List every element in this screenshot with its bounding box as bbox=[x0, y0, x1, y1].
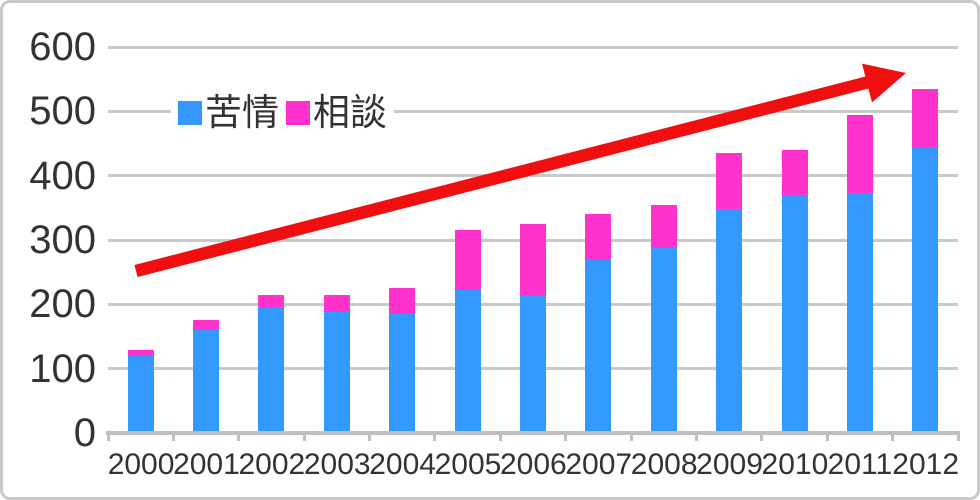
bar-2009-consultations bbox=[716, 153, 743, 209]
bar-2005-consultations bbox=[454, 230, 481, 290]
y-tick-label-200: 200 bbox=[29, 282, 96, 327]
bar-2010-complaints bbox=[781, 195, 808, 433]
y-tick-label-500: 500 bbox=[29, 89, 96, 134]
x-tick-label-2006: 2006 bbox=[500, 448, 567, 481]
bar-2003-complaints bbox=[323, 312, 350, 433]
x-axis-tick bbox=[302, 433, 306, 441]
legend: 苦情 相談 bbox=[171, 92, 394, 134]
x-axis-tick bbox=[498, 433, 502, 441]
x-tick-label-2009: 2009 bbox=[696, 448, 763, 481]
bar-2001-complaints bbox=[193, 330, 220, 433]
gridline-600 bbox=[108, 45, 958, 49]
bar-2000-consultations bbox=[127, 350, 154, 356]
bar-2010-consultations bbox=[781, 150, 808, 195]
y-tick-label-0: 0 bbox=[73, 411, 96, 455]
x-axis-tick bbox=[171, 433, 175, 441]
x-tick-label-2003: 2003 bbox=[303, 448, 371, 481]
legend-label-consultations: 相談 bbox=[313, 92, 387, 133]
bar-2012-complaints bbox=[912, 148, 939, 433]
y-tick-label-400: 400 bbox=[29, 153, 96, 198]
x-tick-label-2007: 2007 bbox=[565, 448, 633, 481]
bar-2001-consultations bbox=[193, 320, 220, 330]
bar-2011-consultations bbox=[846, 115, 873, 193]
x-tick-label-2004: 2004 bbox=[369, 448, 436, 481]
x-axis-tick bbox=[564, 433, 568, 441]
x-axis-tick bbox=[368, 433, 372, 441]
x-axis-tick bbox=[629, 433, 633, 441]
bar-2011-complaints bbox=[846, 193, 873, 433]
x-axis-tick bbox=[825, 433, 829, 441]
legend-label-complaints: 苦情 bbox=[205, 92, 279, 133]
x-tick-label-2002: 2002 bbox=[238, 448, 306, 481]
bar-2005-complaints bbox=[454, 290, 481, 433]
bar-2006-consultations bbox=[520, 224, 546, 295]
x-axis-tick bbox=[956, 433, 960, 441]
gridline-400 bbox=[108, 174, 958, 178]
x-tick-label-2011: 2011 bbox=[827, 448, 893, 481]
bar-2012-consultations bbox=[912, 89, 939, 148]
x-tick-label-2005: 2005 bbox=[434, 448, 502, 481]
bar-2008-complaints bbox=[650, 248, 677, 433]
bar-2008-consultations bbox=[650, 205, 677, 248]
bar-2002-complaints bbox=[258, 307, 285, 433]
x-axis-tick bbox=[760, 433, 764, 441]
x-tick-label-2008: 2008 bbox=[630, 448, 698, 481]
x-tick-label-2000: 2000 bbox=[107, 448, 175, 481]
x-axis-tick bbox=[891, 433, 895, 441]
x-axis-tick bbox=[694, 433, 698, 441]
bar-2002-consultations bbox=[258, 295, 285, 307]
y-tick-label-600: 600 bbox=[29, 25, 96, 69]
x-axis-tick bbox=[106, 433, 110, 441]
y-tick-label-300: 300 bbox=[29, 218, 96, 262]
trend-arrow-head bbox=[862, 63, 906, 103]
x-axis-line bbox=[106, 431, 960, 435]
bar-2006-complaints bbox=[520, 295, 546, 433]
y-tick-label-100: 100 bbox=[29, 346, 96, 391]
x-tick-label-2001: 2001 bbox=[173, 448, 240, 481]
bar-2007-consultations bbox=[585, 214, 612, 260]
bar-2000-complaints bbox=[127, 356, 154, 433]
legend-swatch-consultations bbox=[286, 101, 310, 125]
x-tick-label-2012: 2012 bbox=[892, 448, 960, 481]
x-tick-label-2010: 2010 bbox=[761, 448, 829, 481]
x-axis-tick bbox=[237, 433, 241, 441]
bar-2004-complaints bbox=[389, 314, 416, 433]
legend-swatch-complaints bbox=[178, 101, 202, 125]
bar-2003-consultations bbox=[323, 295, 350, 312]
bar-2009-complaints bbox=[716, 209, 743, 433]
x-axis-tick bbox=[433, 433, 437, 441]
bar-2007-complaints bbox=[585, 260, 612, 433]
bar-2004-consultations bbox=[389, 288, 416, 314]
